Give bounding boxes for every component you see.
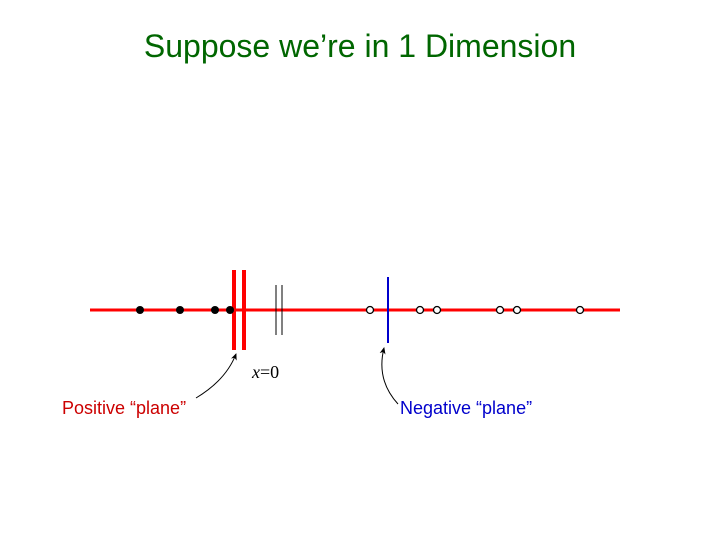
negative-arrow [382, 348, 398, 404]
negative-plane-label: Negative “plane” [400, 398, 532, 419]
positive-plane-label: Positive “plane” [62, 398, 186, 419]
diagram-svg [0, 0, 720, 540]
filled-point-2 [176, 306, 184, 314]
open-point-6 [577, 307, 584, 314]
slide: Suppose we’re in 1 Dimension x=0 Positiv… [0, 0, 720, 540]
positive-arrow [196, 354, 236, 398]
negative-plane-label-text: Negative “plane” [400, 398, 532, 418]
open-point-5 [514, 307, 521, 314]
x-variable: x [252, 362, 260, 382]
open-point-2 [417, 307, 424, 314]
open-point-1 [367, 307, 374, 314]
x-rest: =0 [260, 362, 279, 382]
open-point-4 [497, 307, 504, 314]
filled-point-3 [211, 306, 219, 314]
filled-point-4 [226, 306, 234, 314]
x-equals-zero-label: x=0 [252, 362, 279, 383]
positive-plane-label-text: Positive “plane” [62, 398, 186, 418]
open-point-3 [434, 307, 441, 314]
filled-point-1 [136, 306, 144, 314]
